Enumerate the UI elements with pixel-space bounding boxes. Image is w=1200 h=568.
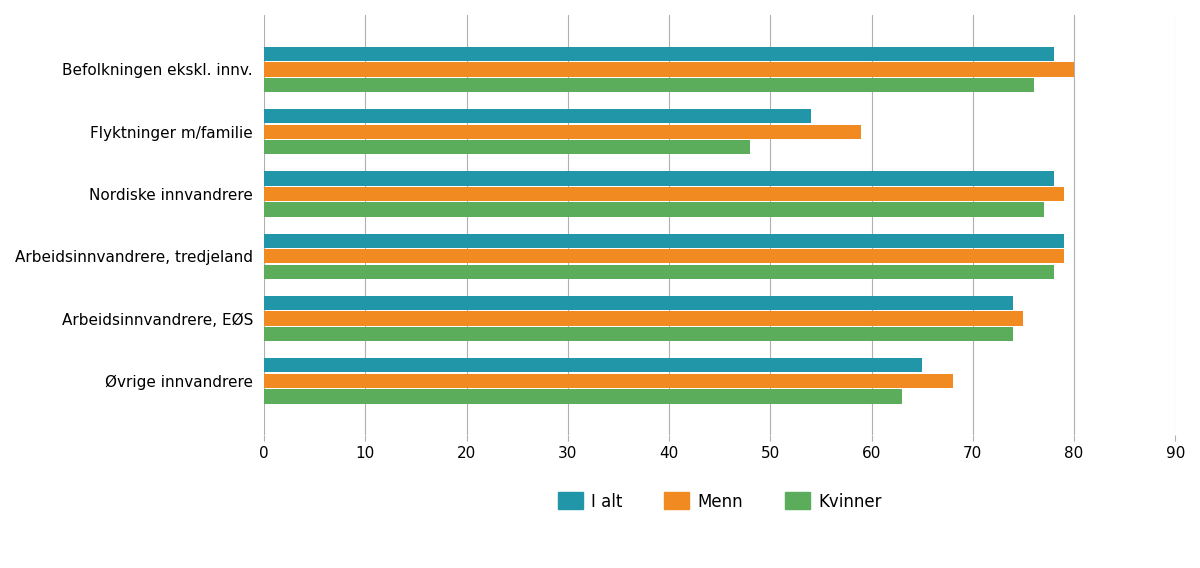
Bar xyxy=(264,140,750,154)
Bar xyxy=(264,202,1044,217)
Bar xyxy=(264,124,862,139)
Bar xyxy=(264,311,1024,326)
Legend: I alt, Menn, Kvinner: I alt, Menn, Kvinner xyxy=(551,486,888,517)
Bar xyxy=(264,109,811,123)
Bar xyxy=(264,358,923,373)
Bar xyxy=(264,47,1054,61)
Bar xyxy=(264,233,1064,248)
Bar xyxy=(264,327,1013,341)
Bar xyxy=(264,249,1064,264)
Bar xyxy=(264,296,1013,310)
Bar xyxy=(264,172,1054,186)
Bar xyxy=(264,78,1033,92)
Bar xyxy=(264,374,953,388)
Bar xyxy=(264,187,1064,201)
Bar xyxy=(264,389,902,404)
Bar xyxy=(264,62,1074,77)
Bar xyxy=(264,265,1054,279)
